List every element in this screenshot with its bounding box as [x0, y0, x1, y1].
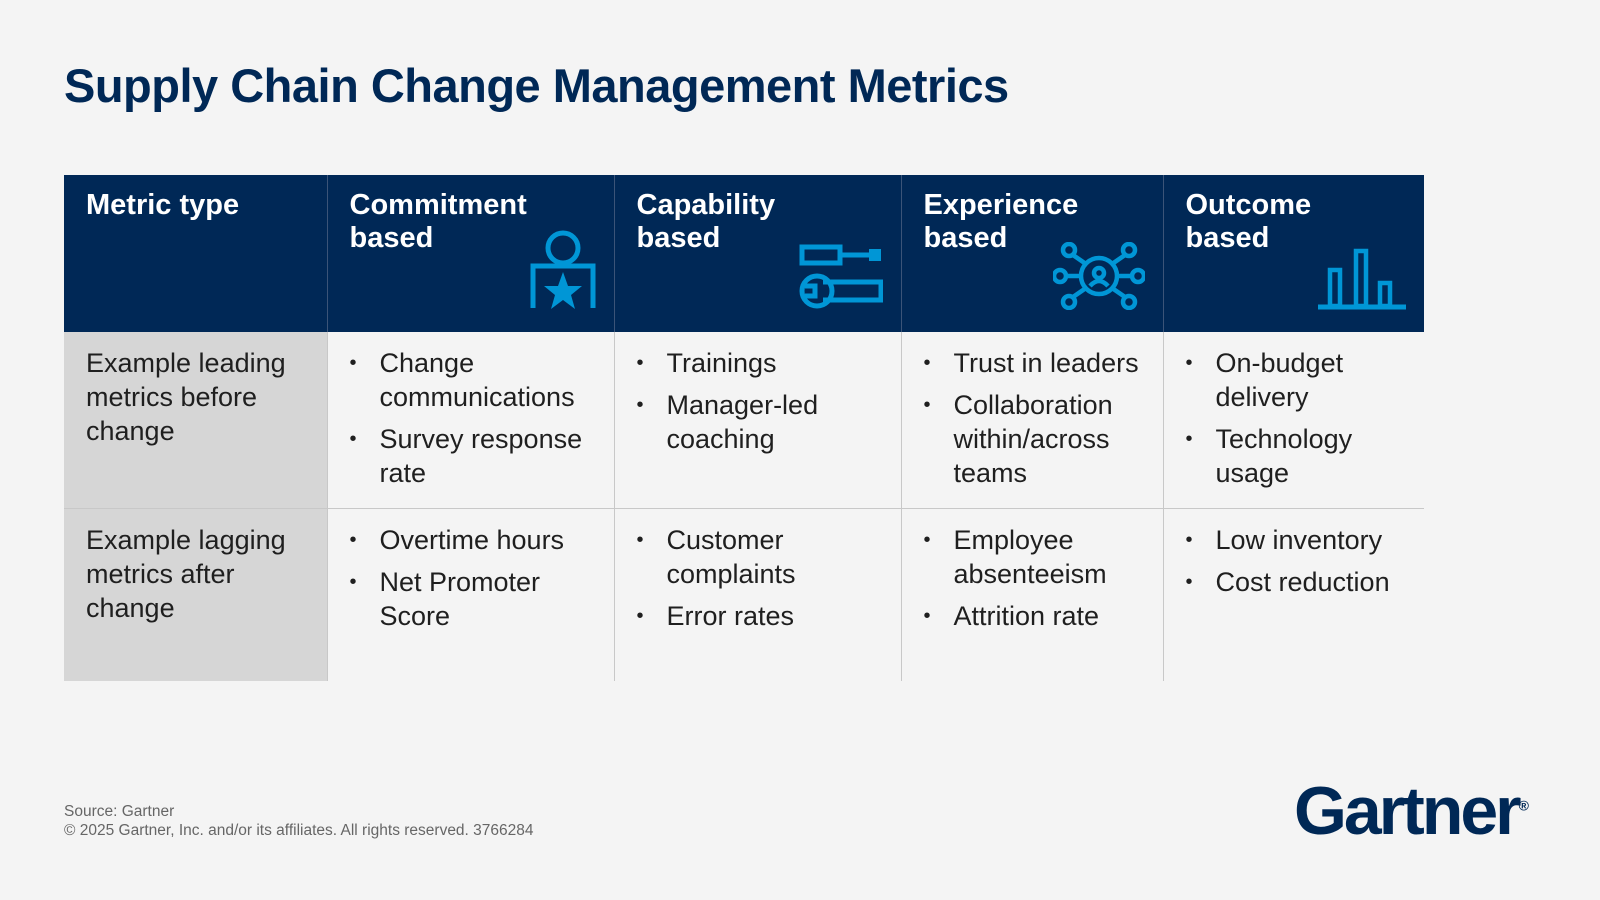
list-item: Customer complaints: [637, 523, 891, 591]
list-item: Trust in leaders: [924, 346, 1153, 380]
page-title: Supply Chain Change Management Metrics: [64, 59, 1009, 112]
header-label: Metric type: [86, 189, 240, 221]
list-item: On-budget delivery: [1186, 346, 1415, 414]
cell-commitment: Change communications Survey response ra…: [326, 332, 614, 509]
source-note: Source: Gartner: [64, 803, 175, 820]
list-item: Employee absenteeism: [924, 523, 1153, 591]
copyright: © 2025 Gartner, Inc. and/or its affiliat…: [64, 822, 534, 839]
list-item: Manager-led coaching: [637, 388, 891, 456]
header-metric-type: Metric type: [64, 175, 327, 332]
list-item: Attrition rate: [924, 599, 1153, 633]
list-item: Survey response rate: [350, 422, 604, 490]
list-item: Change communications: [350, 346, 604, 414]
header-label: Capability based: [636, 189, 776, 254]
list-item: Overtime hours: [350, 523, 604, 557]
network-person-icon: [1052, 242, 1145, 310]
cell-capability: Customer complaints Error rates: [613, 508, 901, 681]
list-item: Cost reduction: [1186, 565, 1415, 599]
cell-outcome: Low inventory Cost reduction: [1162, 508, 1424, 681]
tools-icon: [799, 244, 883, 309]
header-outcome: Outcome based: [1162, 175, 1424, 332]
header-label: Outcome based: [1185, 189, 1312, 254]
gartner-logo: Gartner®: [1294, 772, 1529, 850]
list-item: Error rates: [637, 599, 891, 633]
table-row-lagging: Example lagging metrics after change Ove…: [64, 508, 1424, 681]
row-label: Example leading metrics before change: [64, 332, 327, 509]
list-item: Low inventory: [1186, 523, 1415, 557]
list-item: Trainings: [637, 346, 891, 380]
cell-commitment: Overtime hours Net Promoter Score: [326, 508, 614, 681]
header-commitment: Commitment based: [326, 175, 614, 332]
header-row: Metric type Commitment based Capability …: [64, 175, 1424, 332]
logo-text: Gartner: [1294, 773, 1522, 849]
person-star-icon: [530, 230, 595, 309]
row-label: Example lagging metrics after change: [64, 508, 327, 681]
bar-chart-icon: [1318, 248, 1406, 310]
registered-mark: ®: [1518, 797, 1529, 814]
cell-experience: Trust in leaders Collaboration within/ac…: [900, 332, 1163, 509]
list-item: Technology usage: [1186, 422, 1415, 490]
list-item: Collaboration within/across teams: [924, 388, 1153, 490]
header-capability: Capability based: [613, 175, 901, 332]
cell-outcome: On-budget delivery Technology usage: [1162, 332, 1424, 509]
header-label: Commitment based: [349, 189, 527, 254]
table-row-leading: Example leading metrics before change Ch…: [64, 332, 1424, 509]
metrics-table: Metric type Commitment based Capability …: [64, 175, 1424, 681]
footer: Source: Gartner © 2025 Gartner, Inc. and…: [64, 802, 534, 840]
header-label: Experience based: [923, 189, 1079, 254]
list-item: Net Promoter Score: [350, 565, 604, 633]
cell-capability: Trainings Manager-led coaching: [613, 332, 901, 509]
cell-experience: Employee absenteeism Attrition rate: [900, 508, 1163, 681]
header-experience: Experience based: [900, 175, 1163, 332]
